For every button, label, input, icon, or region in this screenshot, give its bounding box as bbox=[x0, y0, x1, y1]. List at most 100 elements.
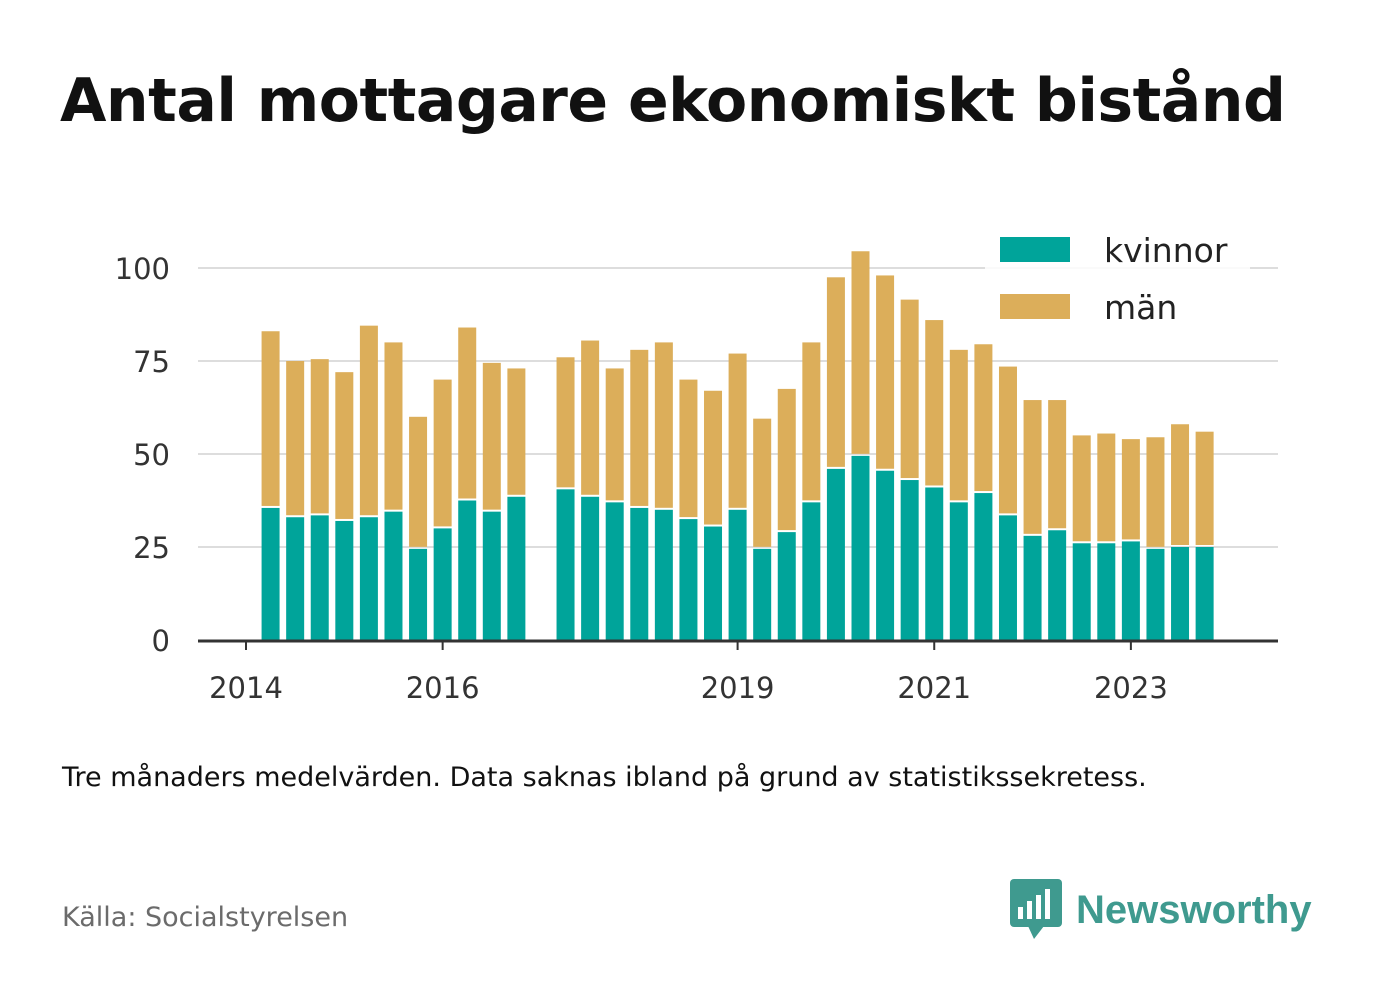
bar-stack bbox=[851, 251, 870, 640]
bar-kvinnor bbox=[458, 500, 477, 640]
bar-man bbox=[605, 368, 624, 501]
bar-kvinnor bbox=[728, 509, 747, 640]
bar-stack bbox=[974, 344, 993, 640]
bar-stack bbox=[458, 327, 477, 640]
x-tick-label: 2023 bbox=[1094, 671, 1168, 705]
bar-kvinnor bbox=[654, 509, 673, 640]
bar-stack bbox=[286, 361, 305, 640]
bar-man bbox=[286, 361, 305, 516]
bar-man bbox=[261, 331, 280, 506]
bar-kvinnor bbox=[777, 532, 796, 640]
bar-kvinnor bbox=[753, 548, 772, 640]
bar-kvinnor bbox=[949, 502, 968, 640]
source-label: Källa: Socialstyrelsen bbox=[62, 902, 349, 933]
bar-kvinnor bbox=[384, 511, 403, 640]
legend-label-kvinnor: kvinnor bbox=[1104, 231, 1228, 270]
bar-stack bbox=[310, 359, 329, 640]
bar-stack bbox=[507, 368, 526, 640]
legend-label-man: män bbox=[1104, 288, 1177, 327]
bar-stack bbox=[1195, 431, 1214, 640]
bar-stack bbox=[679, 379, 698, 640]
bar-stack bbox=[261, 331, 280, 640]
bar-kvinnor bbox=[1072, 543, 1091, 640]
bar-man bbox=[384, 342, 403, 510]
bar-kvinnor bbox=[409, 548, 428, 640]
bar-stack bbox=[409, 416, 428, 640]
stacked-bar-chart: 2014 2016 2019 2021 2023 0 25 50 75 100 kvinnor m… bbox=[114, 228, 1278, 705]
bar-kvinnor bbox=[998, 515, 1017, 640]
bar-man bbox=[581, 340, 600, 495]
bar-kvinnor bbox=[925, 487, 944, 640]
bar-man bbox=[1048, 400, 1067, 529]
bar-kvinnor bbox=[1195, 547, 1214, 640]
bar-man bbox=[851, 251, 870, 454]
newsworthy-logo-icon bbox=[1010, 879, 1062, 939]
bar-stack bbox=[335, 372, 354, 640]
bar-stack bbox=[998, 366, 1017, 640]
bar-stack bbox=[605, 368, 624, 640]
bar-stack bbox=[1171, 424, 1190, 640]
y-tick-label: 100 bbox=[115, 252, 170, 286]
bar-man bbox=[409, 416, 428, 547]
bar-kvinnor bbox=[286, 517, 305, 640]
bar-man bbox=[1023, 400, 1042, 534]
bar-stack bbox=[1097, 433, 1116, 640]
bar-kvinnor bbox=[851, 455, 870, 640]
bar-kvinnor bbox=[359, 517, 378, 640]
legend-swatch-man bbox=[1000, 294, 1070, 319]
bar-man bbox=[826, 277, 845, 467]
bar-man bbox=[704, 390, 723, 525]
bar-kvinnor bbox=[630, 507, 649, 640]
bar-kvinnor bbox=[581, 496, 600, 640]
y-tick-label: 25 bbox=[133, 531, 170, 565]
bar-stack bbox=[359, 325, 378, 640]
chart-note: Tre månaders medelvärden. Data saknas ib… bbox=[62, 762, 1147, 793]
bar-kvinnor bbox=[1146, 548, 1165, 640]
bar-stack bbox=[556, 357, 575, 640]
newsworthy-brand[interactable]: Newsworthy bbox=[1010, 878, 1312, 942]
bar-man bbox=[876, 275, 895, 469]
bar-kvinnor bbox=[1048, 530, 1067, 640]
bar-kvinnor bbox=[1121, 541, 1140, 640]
bar-kvinnor bbox=[802, 502, 821, 640]
bar-kvinnor bbox=[482, 511, 501, 640]
y-tick-label: 50 bbox=[133, 438, 170, 472]
bar-stack bbox=[1121, 439, 1140, 640]
bar-man bbox=[974, 344, 993, 492]
bar-kvinnor bbox=[507, 496, 526, 640]
y-axis: 0 25 50 75 100 bbox=[115, 252, 170, 658]
x-tick-label: 2021 bbox=[897, 671, 971, 705]
x-axis: 2014 2016 2019 2021 2023 bbox=[198, 639, 1278, 705]
bar-kvinnor bbox=[1097, 543, 1116, 640]
bar-man bbox=[310, 359, 329, 514]
bar-stack bbox=[433, 379, 452, 640]
bar-stack bbox=[482, 362, 501, 640]
bar-stack bbox=[654, 342, 673, 640]
x-tick-label: 2019 bbox=[701, 671, 775, 705]
bar-kvinnor bbox=[261, 507, 280, 640]
bar-stack bbox=[753, 418, 772, 640]
bar-stack bbox=[1023, 400, 1042, 640]
legend: kvinnor män bbox=[985, 228, 1250, 336]
bar-man bbox=[777, 388, 796, 531]
bar-kvinnor bbox=[900, 480, 919, 640]
bar-man bbox=[482, 362, 501, 510]
bar-kvinnor bbox=[704, 526, 723, 640]
bar-kvinnor bbox=[433, 528, 452, 640]
bar-man bbox=[1121, 439, 1140, 540]
bar-stack bbox=[728, 353, 747, 640]
bar-man bbox=[433, 379, 452, 527]
y-tick-label: 0 bbox=[152, 624, 170, 658]
x-tick-label: 2014 bbox=[209, 671, 283, 705]
bar-man bbox=[507, 368, 526, 495]
bar-man bbox=[728, 353, 747, 508]
bar-man bbox=[359, 325, 378, 516]
x-tick-label: 2016 bbox=[406, 671, 480, 705]
y-tick-label: 75 bbox=[133, 345, 170, 379]
bar-stack bbox=[949, 349, 968, 640]
bar-series bbox=[261, 251, 1214, 640]
bar-man bbox=[925, 320, 944, 486]
bar-man bbox=[998, 366, 1017, 514]
bar-kvinnor bbox=[605, 502, 624, 640]
bar-kvinnor bbox=[1023, 535, 1042, 640]
